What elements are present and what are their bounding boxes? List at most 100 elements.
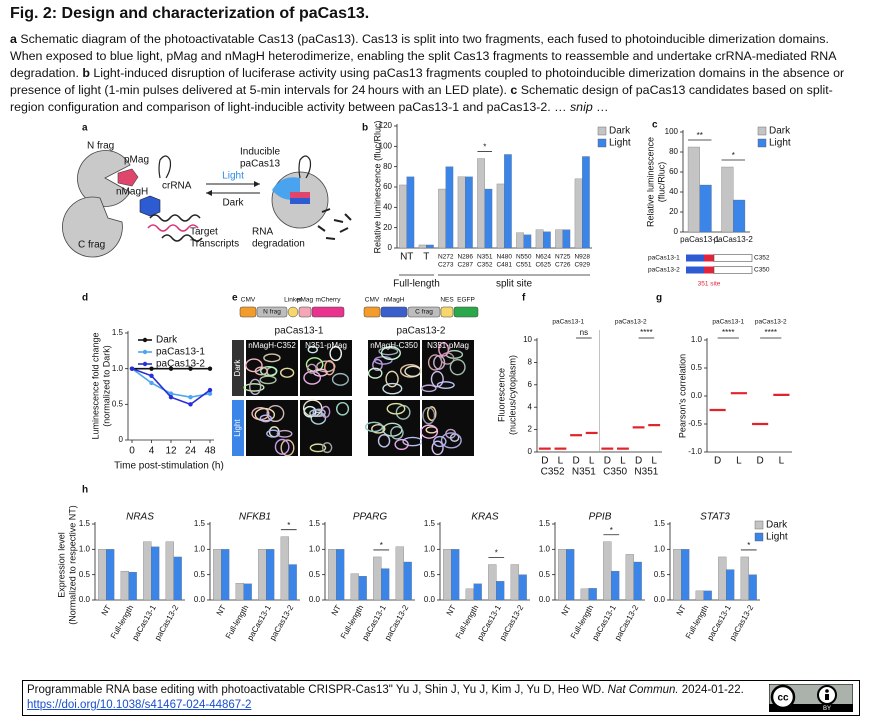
point (149, 380, 154, 386)
construct-part (239, 306, 257, 318)
label: N frag (87, 141, 114, 152)
bar (336, 549, 345, 601)
bar (98, 549, 107, 601)
y-tick-label: 0.0 (691, 391, 703, 400)
significance-label: * (287, 521, 290, 530)
bar (740, 556, 749, 601)
panel-letter: b (362, 123, 368, 134)
y-tick-label: 0.0 (309, 595, 321, 604)
point (149, 373, 154, 378)
rna-fragments (317, 208, 352, 240)
y-tick-label: 40 (383, 202, 392, 211)
significance-label: * (380, 541, 383, 550)
y-tick-label: 6 (528, 380, 533, 389)
y-tick-label: 0 (528, 447, 533, 456)
cell (274, 438, 290, 455)
cell (378, 347, 399, 356)
y-tick-label: 8 (528, 358, 533, 367)
bar (582, 156, 590, 249)
construct-part (380, 306, 408, 318)
cell (426, 406, 437, 422)
bar (523, 234, 532, 249)
y-tick-label: 2 (528, 425, 533, 434)
bar (562, 229, 571, 249)
column-label: N351-pMag (305, 341, 347, 350)
bar (703, 590, 712, 601)
column-label: nMagH-C350 (370, 341, 418, 350)
cell (382, 382, 403, 395)
x-tick-label: NT (400, 252, 413, 263)
chart-title: PPARG (353, 512, 387, 523)
text-run: c (510, 83, 518, 97)
x-tick-label: L (651, 456, 657, 467)
bar (445, 166, 454, 249)
legend-swatch (754, 532, 764, 542)
x-tick-label: L (736, 456, 742, 467)
x-tick-label: C481 (496, 262, 512, 269)
y-tick-label: 1.5 (539, 519, 551, 528)
y-tick-label: 20 (669, 207, 678, 216)
point (188, 395, 193, 400)
x-tick-label: D (604, 456, 611, 467)
x-tick-label: NT (330, 603, 343, 617)
point (168, 366, 174, 371)
cell (386, 402, 406, 415)
bar (504, 154, 512, 249)
arrow-head (254, 181, 260, 187)
bar (457, 176, 466, 249)
bar (165, 541, 174, 601)
legend-label: Dark (766, 520, 788, 531)
bar (451, 549, 460, 601)
cell (385, 370, 399, 388)
y-tick-label: 1.5 (194, 519, 206, 528)
cell (380, 346, 401, 361)
bar (266, 549, 275, 601)
label: Dark (222, 198, 244, 209)
x-tick-label: C287 (457, 262, 473, 269)
y-tick-label: 0.5 (654, 570, 666, 579)
label: paCas13 (240, 159, 280, 170)
bar (748, 574, 757, 601)
point (168, 391, 174, 396)
y-axis-label: (fluc/Rluc) (656, 162, 666, 203)
bar (465, 588, 474, 601)
panel-letter: f (522, 293, 526, 304)
y-axis-label: Luminescence fold change (90, 332, 100, 439)
row-label: Light (233, 419, 242, 437)
significance-label: * (747, 541, 750, 550)
x-tick-label: NT (675, 603, 688, 617)
cell (377, 434, 391, 448)
doi-link[interactable]: https://doi.org/10.1038/s41467-024-44867… (27, 699, 252, 711)
x-tick-label: 24 (185, 446, 197, 457)
cell (421, 384, 437, 393)
point (149, 366, 154, 371)
y-tick-label: 0.5 (79, 570, 91, 579)
cell (394, 438, 409, 451)
y-tick-label: 0.0 (79, 595, 91, 604)
point (207, 391, 213, 396)
cell (436, 381, 455, 390)
x-tick-label: L (779, 456, 785, 467)
bar (558, 549, 567, 601)
group-label: paCas13-1 (275, 326, 324, 337)
x-tick-label: N351 (477, 254, 493, 261)
y-axis-label: (Normalized to respective NT) (67, 505, 77, 625)
significance-label: * (495, 549, 498, 558)
cell (266, 429, 281, 438)
cell (309, 443, 327, 453)
y-tick-label: 40 (669, 187, 678, 196)
bar (496, 183, 505, 249)
x-tick-label: L (620, 456, 626, 467)
legend-swatch (597, 138, 607, 148)
bar (258, 549, 267, 601)
construct-part (686, 266, 704, 274)
x-tick-label: D (635, 456, 642, 467)
legend-label: Dark (769, 126, 791, 137)
badge-strip (769, 704, 853, 712)
bar (484, 188, 493, 249)
y-tick-label: 0.5 (539, 570, 551, 579)
bar (625, 554, 634, 601)
label: Target (190, 227, 218, 238)
y-tick-label: 1.0 (112, 364, 124, 373)
significance-label: * (610, 526, 613, 535)
